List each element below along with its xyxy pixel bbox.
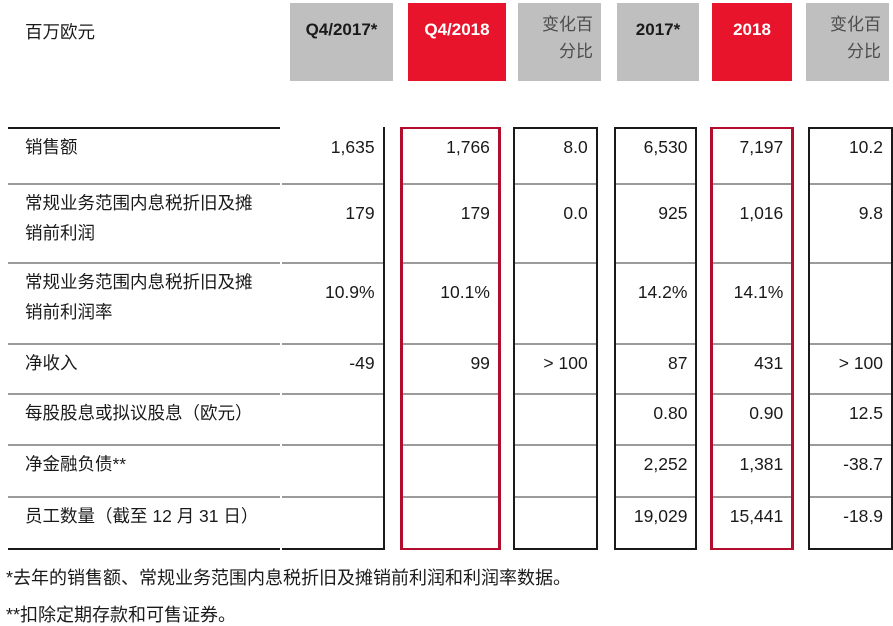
cell-ebitda-change-fy: 9.8 [810,183,892,262]
table-body: 销售额 常规业务范围内息税折旧及摊 销前利润 常规业务范围内息税折旧及摊 销前利… [0,127,893,550]
row-label-sales: 销售额 [25,137,78,157]
cell-sales-change-fy: 10.2 [848,137,884,157]
cell-net-income-2017: 87 [615,343,696,393]
cell-ebitda-margin-2018: 14.1% [713,262,792,343]
row-label-employees: 员工数量（截至 12 月 31 日） [8,496,281,548]
cell-ebitda-margin-change-fy [810,262,892,343]
column-q4-2017: 1,635 179 10.9% -49 [282,127,385,550]
unit-label: 百万欧元 [25,22,95,42]
column-change-fy: 10.2 9.8 > 100 12.5 -38.7 -18.9 [808,127,893,550]
cell-ebitda-margin-2017: 14.2% [615,262,696,343]
cell-net-financial-debt-q4-2018 [402,444,498,496]
column-2018-highlighted: 7,197 1,016 14.1% 431 0.90 1,381 15,441 [710,127,795,550]
column-q4-2018-highlighted: 1,766 179 10.1% 99 [399,127,501,550]
cell-net-income-2018: 431 [713,343,792,393]
cell-sales-q4-2017: 1,635 [330,137,375,157]
row-label-net-financial-debt: 净金融负债** [8,444,281,496]
row-label-ebitda: 常规业务范围内息税折旧及摊 销前利润 [8,183,281,262]
column-header-q4-2017: Q4/2017* [290,3,393,81]
cell-ebitda-margin-q4-2017: 10.9% [282,262,383,343]
row-label-net-income: 净收入 [8,343,281,393]
cell-dividend-change-q4 [514,393,596,444]
cell-dividend-2017: 0.80 [615,393,696,444]
cell-net-financial-debt-q4-2017 [282,444,383,496]
cell-net-financial-debt-2018: 1,381 [713,444,792,496]
cell-sales-q4-2018: 1,766 [446,137,490,157]
footnote-prior-year-data: *去年的销售额、常规业务范围内息税折旧及摊销前利润和利润率数据。 [6,568,572,588]
cell-employees-2017: 19,029 [615,496,696,548]
cell-employees-change-fy: -18.9 [810,496,892,548]
column-header-q4-2018: Q4/2018 [408,3,506,81]
column-header-change-q4: 变化百分比 [518,3,601,81]
footnote-net-of-deposits: **扣除定期存款和可售证券。 [6,605,237,625]
column-2017: 6,530 925 14.2% 87 0.80 2,252 19,029 [613,127,698,550]
cell-employees-change-q4 [514,496,596,548]
row-label-ebitda-margin: 常规业务范围内息税折旧及摊 销前利润率 [8,262,281,343]
cell-net-income-change-fy: > 100 [810,343,892,393]
column-change-q4: 8.0 0.0 > 100 [512,127,598,550]
cell-net-income-change-q4: > 100 [514,343,596,393]
cell-sales-2017: 6,530 [643,137,688,157]
cell-ebitda-margin-q4-2018: 10.1% [402,262,498,343]
cell-net-financial-debt-change-fy: -38.7 [810,444,892,496]
cell-sales-2018: 7,197 [739,137,784,157]
column-header-2017: 2017* [617,3,699,81]
cell-employees-q4-2018 [402,496,498,548]
cell-ebitda-q4-2017: 179 [282,183,383,262]
cell-net-income-q4-2018: 99 [402,343,498,393]
cell-sales-change-q4: 8.0 [563,137,588,157]
row-labels-column: 销售额 常规业务范围内息税折旧及摊 销前利润 常规业务范围内息税折旧及摊 销前利… [8,127,281,550]
column-header-change-fy: 变化百分比 [806,3,889,81]
row-label-dividend: 每股股息或拟议股息（欧元） [8,393,281,444]
column-header-2018: 2018 [712,3,792,81]
cell-ebitda-2017: 925 [615,183,696,262]
cell-employees-2018: 15,441 [713,496,792,548]
cell-dividend-2018: 0.90 [713,393,792,444]
cell-dividend-change-fy: 12.5 [810,393,892,444]
cell-ebitda-2018: 1,016 [713,183,792,262]
table-header-row: 百万欧元 Q4/2017* Q4/2018 变化百分比 2017* 2018 变… [0,3,893,81]
cell-ebitda-margin-change-q4 [514,262,596,343]
cell-net-financial-debt-change-q4 [514,444,596,496]
cell-employees-q4-2017 [282,496,383,548]
cell-ebitda-q4-2018: 179 [402,183,498,262]
cell-net-income-q4-2017: -49 [282,343,383,393]
cell-dividend-q4-2017 [282,393,383,444]
cell-dividend-q4-2018 [402,393,498,444]
cell-ebitda-change-q4: 0.0 [514,183,596,262]
cell-net-financial-debt-2017: 2,252 [615,444,696,496]
